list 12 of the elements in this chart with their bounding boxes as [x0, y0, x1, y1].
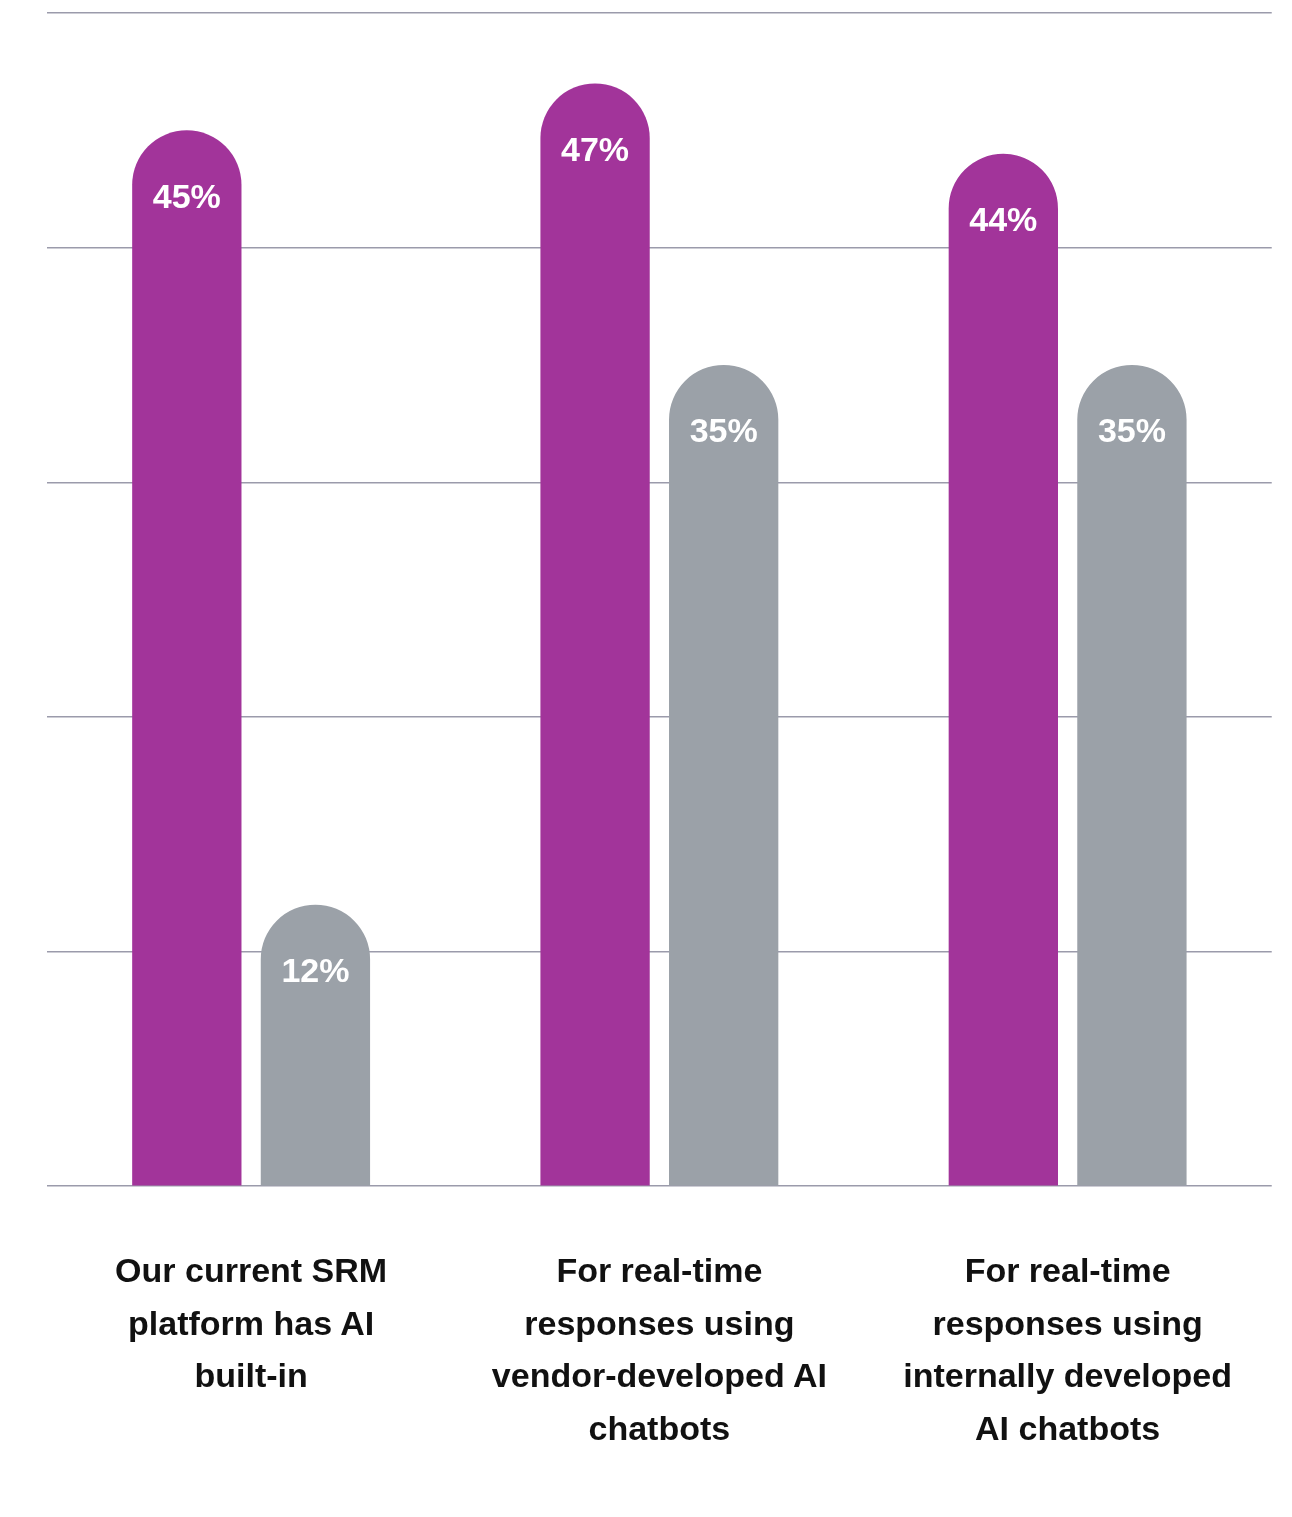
- data-label: 47%: [561, 129, 630, 168]
- x-tick-label: For real-time responses using internally developed AI chatbots: [903, 1250, 1232, 1448]
- bar: [540, 83, 650, 1186]
- bar: [948, 153, 1058, 1186]
- data-label: 35%: [1097, 411, 1166, 450]
- data-label: 44%: [969, 200, 1038, 239]
- data-label: 12%: [281, 951, 350, 990]
- x-tick-label: Our current SRM platform has AI built-in: [115, 1250, 388, 1395]
- bar: [132, 130, 242, 1186]
- data-label: 45%: [152, 176, 221, 215]
- x-tick-label: For real-time responses using vendor-developed AI chatbots: [491, 1250, 827, 1448]
- data-label: 35%: [689, 411, 758, 450]
